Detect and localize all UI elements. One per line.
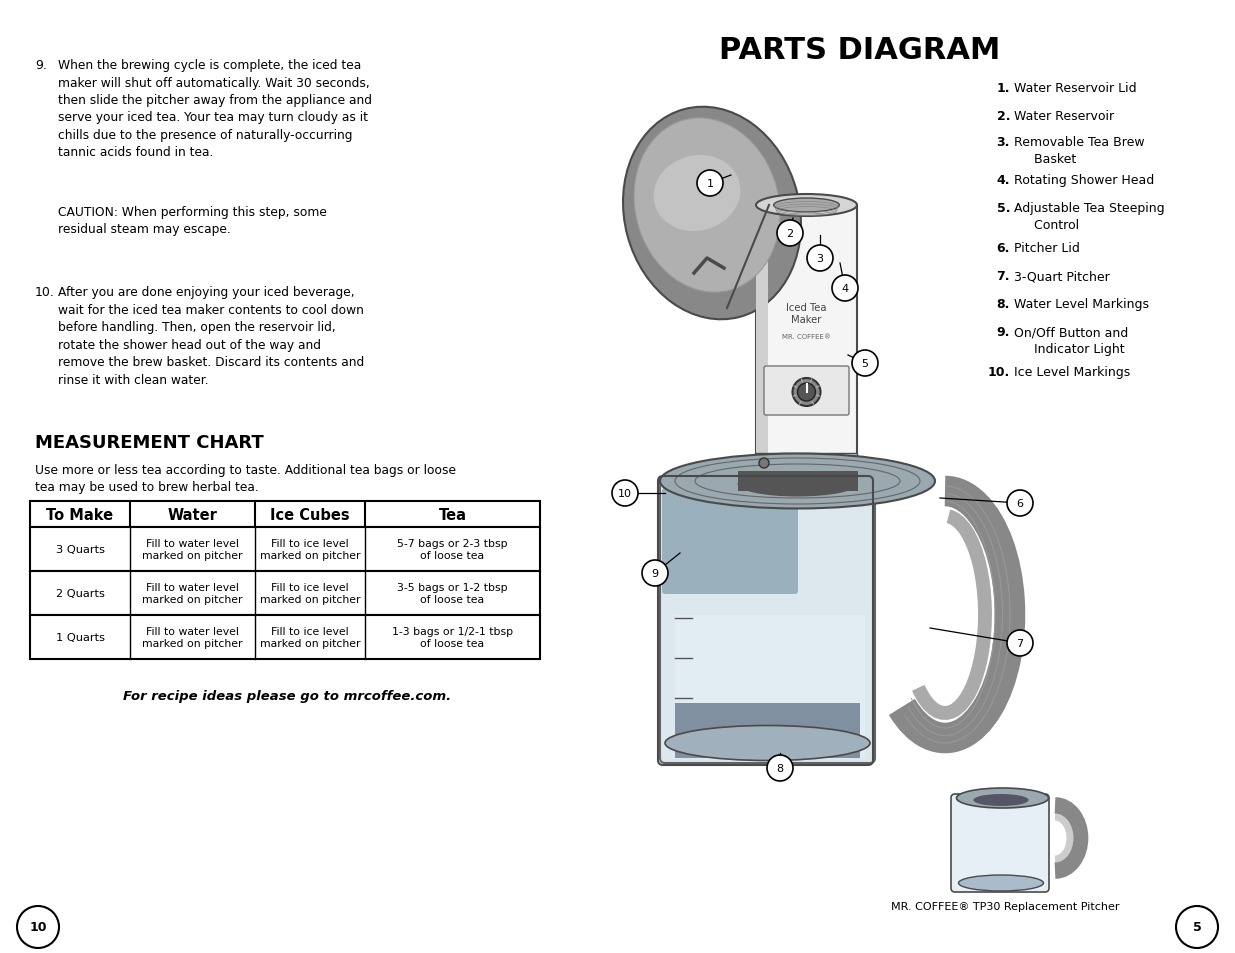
Ellipse shape bbox=[653, 155, 740, 232]
Text: Rotating Shower Head: Rotating Shower Head bbox=[1014, 173, 1155, 187]
Text: 9.: 9. bbox=[35, 59, 47, 71]
Ellipse shape bbox=[622, 108, 802, 320]
Circle shape bbox=[760, 458, 769, 469]
Text: Water Level Markings: Water Level Markings bbox=[1014, 297, 1149, 311]
Bar bbox=[756, 206, 857, 476]
Text: MEASUREMENT CHART: MEASUREMENT CHART bbox=[35, 434, 264, 452]
Text: Ice Level Markings: Ice Level Markings bbox=[1014, 366, 1130, 378]
Circle shape bbox=[1007, 491, 1032, 517]
Ellipse shape bbox=[756, 468, 857, 483]
Bar bbox=[676, 703, 860, 759]
Text: 2.: 2. bbox=[997, 110, 1010, 123]
Text: 3-5 bags or 1-2 tbsp
of loose tea: 3-5 bags or 1-2 tbsp of loose tea bbox=[398, 582, 508, 605]
Ellipse shape bbox=[756, 194, 857, 216]
Text: 2: 2 bbox=[787, 229, 794, 239]
Text: MR. COFFEE® TP30 Replacement Pitcher: MR. COFFEE® TP30 Replacement Pitcher bbox=[890, 901, 1119, 911]
Text: Fill to ice level
marked on pitcher: Fill to ice level marked on pitcher bbox=[259, 538, 361, 560]
Text: 7.: 7. bbox=[997, 270, 1010, 283]
Circle shape bbox=[642, 560, 668, 586]
Ellipse shape bbox=[956, 788, 1049, 808]
Text: MR. COFFEE®: MR. COFFEE® bbox=[782, 334, 831, 339]
Ellipse shape bbox=[773, 199, 840, 213]
Ellipse shape bbox=[737, 472, 857, 497]
FancyBboxPatch shape bbox=[951, 794, 1049, 892]
Text: 3-Quart Pitcher: 3-Quart Pitcher bbox=[1014, 270, 1110, 283]
Text: Adjustable Tea Steeping
     Control: Adjustable Tea Steeping Control bbox=[1014, 202, 1165, 232]
Text: PARTS DIAGRAM: PARTS DIAGRAM bbox=[719, 36, 1000, 65]
Bar bbox=[756, 206, 768, 476]
Text: 10: 10 bbox=[30, 921, 47, 934]
Text: 10.: 10. bbox=[35, 286, 54, 298]
Circle shape bbox=[697, 171, 722, 196]
Text: 1: 1 bbox=[706, 179, 714, 189]
Text: 6: 6 bbox=[1016, 498, 1024, 509]
Text: Fill to water level
marked on pitcher: Fill to water level marked on pitcher bbox=[142, 538, 243, 560]
Bar bbox=[737, 472, 857, 492]
Bar bbox=[30, 501, 540, 527]
Circle shape bbox=[852, 351, 878, 376]
Text: Fill to ice level
marked on pitcher: Fill to ice level marked on pitcher bbox=[259, 582, 361, 605]
Bar bbox=[30, 616, 540, 659]
Text: 5.: 5. bbox=[997, 202, 1010, 214]
Circle shape bbox=[613, 480, 638, 506]
Text: 4: 4 bbox=[841, 284, 848, 294]
Text: On/Off Button and
     Indicator Light: On/Off Button and Indicator Light bbox=[1014, 326, 1129, 355]
Text: 9: 9 bbox=[651, 568, 658, 578]
Ellipse shape bbox=[664, 726, 869, 760]
Text: 5: 5 bbox=[862, 358, 868, 369]
Text: Removable Tea Brew
     Basket: Removable Tea Brew Basket bbox=[1014, 136, 1145, 166]
Text: Tea: Tea bbox=[438, 507, 467, 522]
Text: 7: 7 bbox=[1016, 639, 1024, 648]
Text: Fill to water level
marked on pitcher: Fill to water level marked on pitcher bbox=[142, 626, 243, 649]
FancyBboxPatch shape bbox=[659, 476, 876, 763]
Circle shape bbox=[806, 246, 832, 272]
Circle shape bbox=[767, 755, 793, 781]
Text: When the brewing cycle is complete, the iced tea
maker will shut off automatical: When the brewing cycle is complete, the … bbox=[58, 59, 372, 159]
Text: 4.: 4. bbox=[997, 173, 1010, 187]
FancyBboxPatch shape bbox=[764, 367, 848, 416]
Circle shape bbox=[832, 275, 858, 302]
Bar bbox=[676, 615, 864, 759]
Bar bbox=[756, 454, 857, 476]
Text: Water Reservoir: Water Reservoir bbox=[1014, 110, 1114, 123]
FancyBboxPatch shape bbox=[662, 489, 798, 595]
Text: After you are done enjoying your iced beverage,
wait for the iced tea maker cont: After you are done enjoying your iced be… bbox=[58, 286, 364, 386]
Ellipse shape bbox=[973, 794, 1029, 806]
Text: 9.: 9. bbox=[997, 326, 1010, 338]
Text: 8.: 8. bbox=[997, 297, 1010, 311]
Text: 3.: 3. bbox=[997, 136, 1010, 149]
Text: 5-7 bags or 2-3 tbsp
of loose tea: 5-7 bags or 2-3 tbsp of loose tea bbox=[398, 538, 508, 560]
Text: 1 Quarts: 1 Quarts bbox=[56, 633, 105, 642]
Bar bbox=[30, 572, 540, 616]
Text: Fill to ice level
marked on pitcher: Fill to ice level marked on pitcher bbox=[259, 626, 361, 649]
Bar bbox=[30, 527, 540, 572]
Text: 5: 5 bbox=[1193, 921, 1202, 934]
Text: Fill to water level
marked on pitcher: Fill to water level marked on pitcher bbox=[142, 582, 243, 605]
Text: Pitcher Lid: Pitcher Lid bbox=[1014, 242, 1079, 254]
Circle shape bbox=[1007, 630, 1032, 657]
Text: Iced Tea
Maker: Iced Tea Maker bbox=[787, 302, 826, 325]
Text: 10.: 10. bbox=[988, 366, 1010, 378]
Text: 8: 8 bbox=[777, 763, 783, 773]
Text: 3: 3 bbox=[816, 253, 824, 264]
Ellipse shape bbox=[958, 875, 1044, 891]
Circle shape bbox=[793, 378, 820, 407]
Text: 3 Quarts: 3 Quarts bbox=[56, 544, 105, 555]
Text: CAUTION: When performing this step, some
residual steam may escape.: CAUTION: When performing this step, some… bbox=[58, 206, 327, 236]
Text: 6.: 6. bbox=[997, 242, 1010, 254]
Text: 2 Quarts: 2 Quarts bbox=[56, 588, 105, 598]
Text: 1-3 bags or 1/2-1 tbsp
of loose tea: 1-3 bags or 1/2-1 tbsp of loose tea bbox=[391, 626, 513, 649]
Text: For recipe ideas please go to mrcoffee.com.: For recipe ideas please go to mrcoffee.c… bbox=[124, 689, 452, 702]
Ellipse shape bbox=[634, 119, 781, 293]
Text: To Make: To Make bbox=[47, 507, 114, 522]
Text: Use more or less tea according to taste. Additional tea bags or loose
tea may be: Use more or less tea according to taste.… bbox=[35, 463, 456, 494]
Text: Water Reservoir Lid: Water Reservoir Lid bbox=[1014, 82, 1136, 95]
Text: 1.: 1. bbox=[997, 82, 1010, 95]
Text: 10: 10 bbox=[618, 489, 632, 498]
Text: Water: Water bbox=[168, 507, 217, 522]
Text: Ice Cubes: Ice Cubes bbox=[270, 507, 350, 522]
Circle shape bbox=[777, 221, 803, 247]
Ellipse shape bbox=[659, 454, 935, 509]
Circle shape bbox=[798, 384, 815, 401]
